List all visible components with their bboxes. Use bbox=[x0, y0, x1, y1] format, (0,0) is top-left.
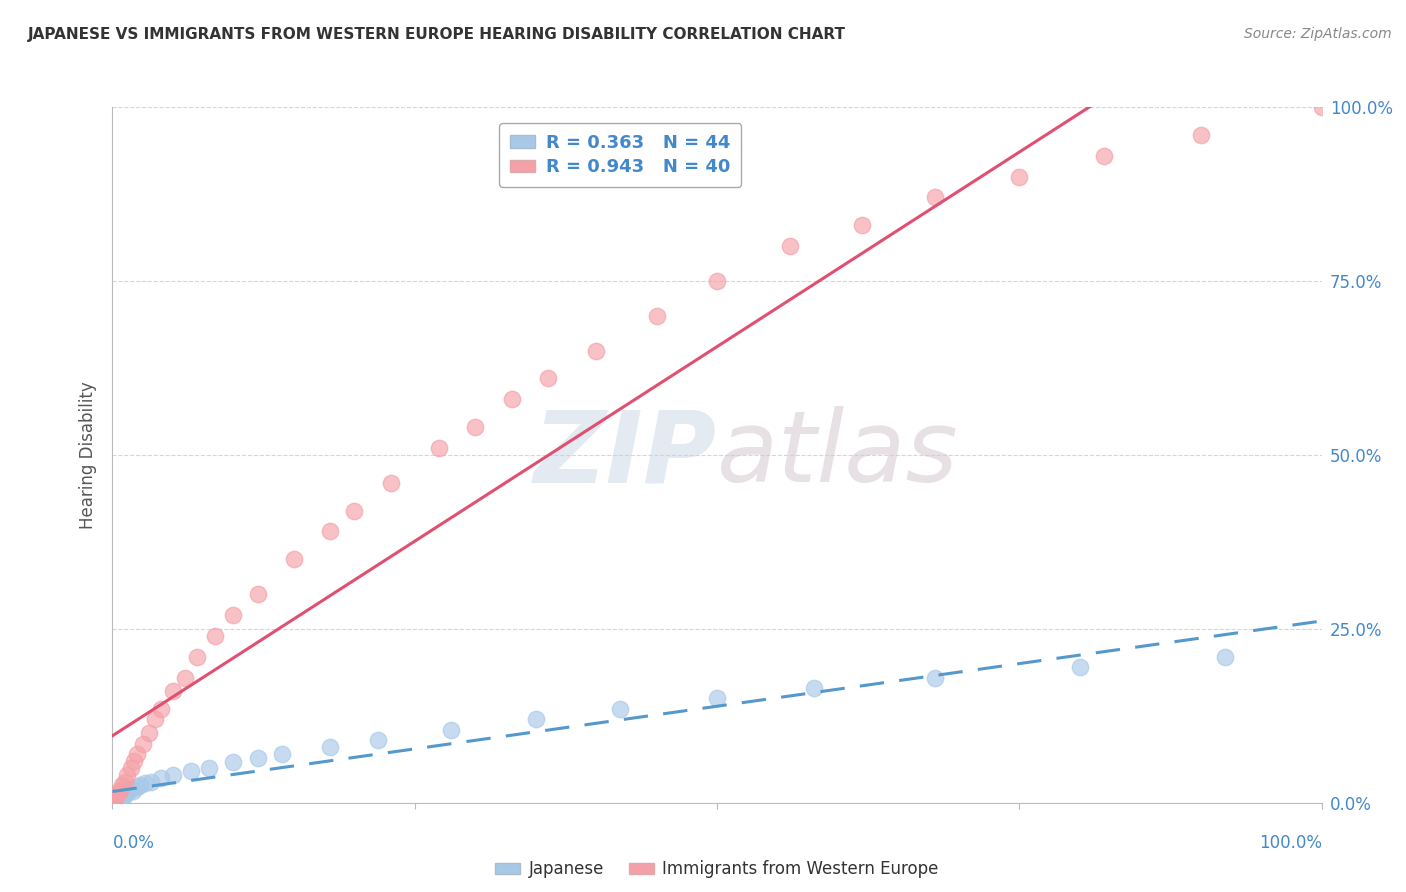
Point bbox=[501, 392, 523, 407]
Y-axis label: Hearing Disability: Hearing Disability bbox=[79, 381, 97, 529]
Point bbox=[129, 778, 152, 792]
Legend: Japanese, Immigrants from Western Europe: Japanese, Immigrants from Western Europe bbox=[489, 854, 945, 885]
Point bbox=[440, 723, 463, 737]
Point bbox=[174, 671, 197, 685]
Point bbox=[149, 702, 172, 716]
Point bbox=[132, 737, 155, 751]
Point bbox=[120, 781, 142, 796]
Point bbox=[1310, 100, 1333, 114]
Point bbox=[319, 740, 342, 755]
Point bbox=[111, 788, 134, 802]
Point bbox=[104, 791, 127, 805]
Point bbox=[134, 776, 156, 790]
Point bbox=[222, 756, 245, 770]
Point bbox=[114, 787, 136, 801]
Point bbox=[103, 794, 125, 808]
Text: ZIP: ZIP bbox=[534, 407, 717, 503]
Point bbox=[162, 768, 184, 782]
Text: Source: ZipAtlas.com: Source: ZipAtlas.com bbox=[1244, 27, 1392, 41]
Point bbox=[138, 726, 160, 740]
Point bbox=[120, 761, 142, 775]
Point bbox=[111, 786, 134, 800]
Point bbox=[537, 371, 560, 385]
Point bbox=[111, 778, 134, 792]
Point bbox=[380, 475, 402, 490]
Text: 0.0%: 0.0% bbox=[112, 834, 155, 852]
Point bbox=[110, 787, 132, 801]
Point bbox=[107, 791, 129, 805]
Point bbox=[779, 239, 801, 253]
Point bbox=[149, 772, 172, 786]
Point bbox=[104, 793, 127, 807]
Point bbox=[1213, 649, 1236, 664]
Point bbox=[180, 764, 202, 779]
Point bbox=[283, 552, 305, 566]
Point bbox=[110, 791, 132, 805]
Point bbox=[104, 791, 127, 805]
Point bbox=[270, 747, 292, 761]
Point bbox=[706, 691, 728, 706]
Point bbox=[343, 503, 366, 517]
Point bbox=[464, 420, 486, 434]
Point bbox=[319, 524, 342, 539]
Point bbox=[609, 702, 631, 716]
Point bbox=[105, 791, 128, 805]
Point bbox=[524, 712, 547, 726]
Point bbox=[122, 784, 145, 798]
Point bbox=[114, 785, 136, 799]
Point bbox=[125, 780, 148, 795]
Point bbox=[198, 761, 221, 775]
Point bbox=[108, 783, 131, 797]
Point bbox=[585, 343, 607, 358]
Text: JAPANESE VS IMMIGRANTS FROM WESTERN EUROPE HEARING DISABILITY CORRELATION CHART: JAPANESE VS IMMIGRANTS FROM WESTERN EURO… bbox=[28, 27, 846, 42]
Point bbox=[105, 790, 128, 805]
Point bbox=[924, 190, 946, 204]
Point bbox=[107, 789, 129, 803]
Point bbox=[125, 747, 148, 761]
Point bbox=[1092, 149, 1115, 163]
Point bbox=[162, 684, 184, 698]
Point bbox=[246, 587, 269, 601]
Point bbox=[222, 607, 245, 622]
Point bbox=[105, 788, 128, 802]
Point bbox=[117, 783, 139, 797]
Point bbox=[107, 785, 129, 799]
Point bbox=[115, 785, 138, 799]
Point bbox=[122, 754, 145, 768]
Point bbox=[1069, 660, 1091, 674]
Point bbox=[186, 649, 208, 664]
Point bbox=[204, 629, 226, 643]
Point bbox=[105, 789, 128, 803]
Point bbox=[112, 789, 135, 804]
Point bbox=[110, 790, 132, 805]
Point bbox=[246, 750, 269, 764]
Text: atlas: atlas bbox=[717, 407, 959, 503]
Point bbox=[851, 219, 873, 233]
Point bbox=[108, 789, 131, 804]
Point bbox=[1008, 169, 1031, 184]
Point bbox=[367, 733, 389, 747]
Point bbox=[803, 681, 825, 695]
Point bbox=[924, 671, 946, 685]
Point bbox=[103, 792, 125, 806]
Point bbox=[105, 792, 128, 806]
Text: 100.0%: 100.0% bbox=[1258, 834, 1322, 852]
Point bbox=[108, 788, 131, 802]
Point bbox=[427, 441, 450, 455]
Point bbox=[143, 712, 166, 726]
Point bbox=[115, 768, 138, 782]
Point bbox=[114, 775, 136, 789]
Point bbox=[103, 793, 125, 807]
Point bbox=[706, 274, 728, 288]
Point bbox=[141, 775, 163, 789]
Point bbox=[1189, 128, 1212, 142]
Point bbox=[645, 309, 668, 323]
